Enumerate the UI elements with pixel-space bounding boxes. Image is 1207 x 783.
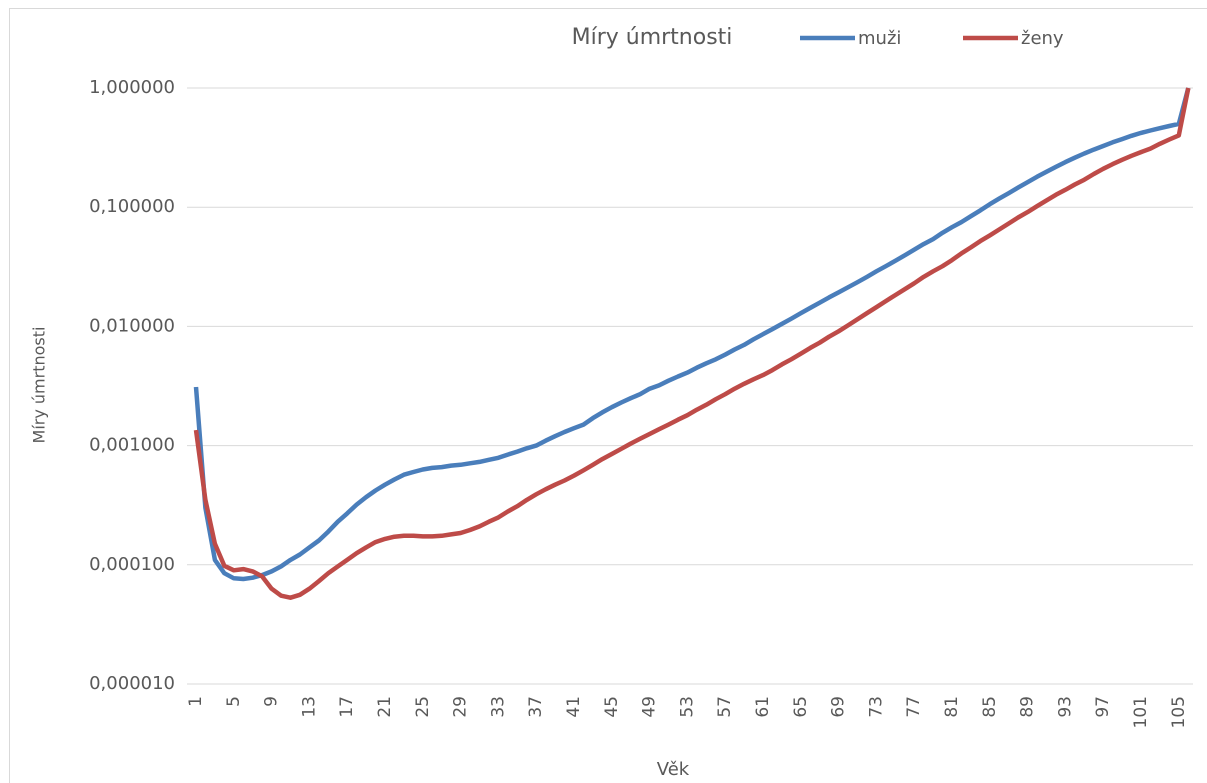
x-tick-label: 21 [375, 696, 395, 718]
y-tick-label: 0,001000 [89, 435, 175, 456]
y-tick-label: 0,010000 [89, 315, 175, 336]
x-axis-label: Věk [657, 759, 690, 780]
x-tick-label: 85 [980, 696, 1000, 718]
x-tick-label: 45 [602, 696, 622, 718]
x-tick-label: 13 [299, 696, 319, 718]
x-tick-label: 41 [564, 696, 584, 718]
x-tick-label: 93 [1055, 696, 1075, 718]
x-tick-label: 81 [942, 696, 962, 718]
x-tick-label: 89 [1018, 696, 1038, 718]
x-tick-label: 97 [1093, 696, 1113, 718]
x-tick-label: 25 [413, 696, 433, 718]
x-tick-label: 53 [677, 696, 697, 718]
x-tick-label: 57 [715, 696, 735, 718]
x-tick-label: 49 [640, 696, 660, 718]
x-tick-label: 61 [753, 696, 773, 718]
x-tick-label: 9 [262, 696, 282, 707]
x-tick-label: 77 [904, 696, 924, 718]
legend-label: ženy [1021, 28, 1064, 49]
x-tick-label: 5 [224, 696, 244, 707]
x-tick-label: 69 [829, 696, 849, 718]
x-tick-label: 65 [791, 696, 811, 718]
y-axis-label: Míry úmrtnosti [30, 327, 49, 444]
legend-label: muži [858, 28, 901, 49]
chart-title: Míry úmrtnosti [572, 25, 733, 50]
y-tick-label: 0,000010 [89, 673, 175, 694]
x-tick-label: 29 [451, 696, 471, 718]
x-tick-label: 1 [186, 696, 206, 707]
x-tick-label: 73 [866, 696, 886, 718]
y-tick-label: 0,100000 [89, 196, 175, 217]
line-series [193, 87, 1191, 600]
x-tick-label: 17 [337, 696, 357, 718]
x-tick-label: 37 [526, 696, 546, 718]
x-tick-label: 33 [488, 696, 508, 718]
chart-border [9, 8, 1207, 783]
y-tick-label: 0,000100 [89, 554, 175, 575]
y-tick-label: 1,000000 [89, 77, 175, 98]
x-tick-label: 105 [1169, 696, 1189, 728]
x-tick-label: 101 [1131, 696, 1151, 728]
line-series [193, 87, 1191, 582]
